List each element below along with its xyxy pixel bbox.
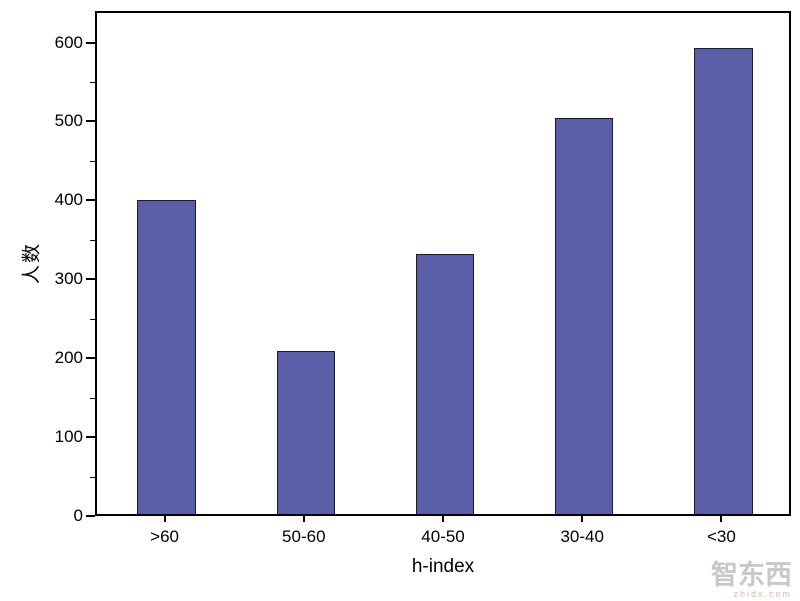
y-minor-tick (90, 239, 95, 241)
bar (554, 117, 614, 514)
bar (694, 48, 753, 514)
y-minor-tick (90, 397, 95, 399)
x-tick (302, 516, 305, 522)
y-tick-label: 600 (54, 32, 83, 52)
y-tick (86, 199, 95, 202)
bar (415, 253, 475, 514)
x-tick-label: 30-40 (560, 527, 604, 546)
watermark: 智东西 zhidx.com (711, 561, 792, 599)
x-tick (720, 516, 723, 522)
watermark-text: 智东西 (711, 560, 792, 591)
y-minor-tick (90, 318, 95, 320)
y-tick (86, 357, 95, 360)
y-minor-tick (90, 82, 95, 84)
y-tick-label: 0 (73, 506, 83, 525)
y-tick-label: 200 (54, 348, 83, 368)
y-minor-tick (90, 476, 95, 478)
x-tick (442, 516, 444, 522)
y-tick-label: 100 (54, 427, 83, 447)
y-tick (86, 278, 95, 281)
y-tick-label: 500 (54, 111, 83, 131)
x-tick (163, 516, 166, 522)
x-tick-label: 40-50 (421, 527, 465, 546)
y-tick (86, 515, 95, 517)
x-tick-label: >60 (150, 527, 180, 546)
y-tick (86, 120, 95, 123)
y-tick (86, 436, 95, 439)
watermark-subtext: zhidx.com (733, 588, 792, 599)
y-tick (86, 41, 95, 44)
plot-area (95, 11, 791, 516)
x-axis-title: h-index (411, 556, 475, 577)
x-tick-label: <30 (706, 527, 736, 546)
bar (276, 350, 336, 514)
y-minor-tick (90, 160, 95, 162)
x-tick-label: 50-60 (282, 527, 326, 546)
x-tick (581, 516, 584, 522)
y-tick-label: 300 (54, 269, 83, 289)
y-tick-label: 400 (54, 190, 83, 210)
bar (137, 199, 196, 514)
